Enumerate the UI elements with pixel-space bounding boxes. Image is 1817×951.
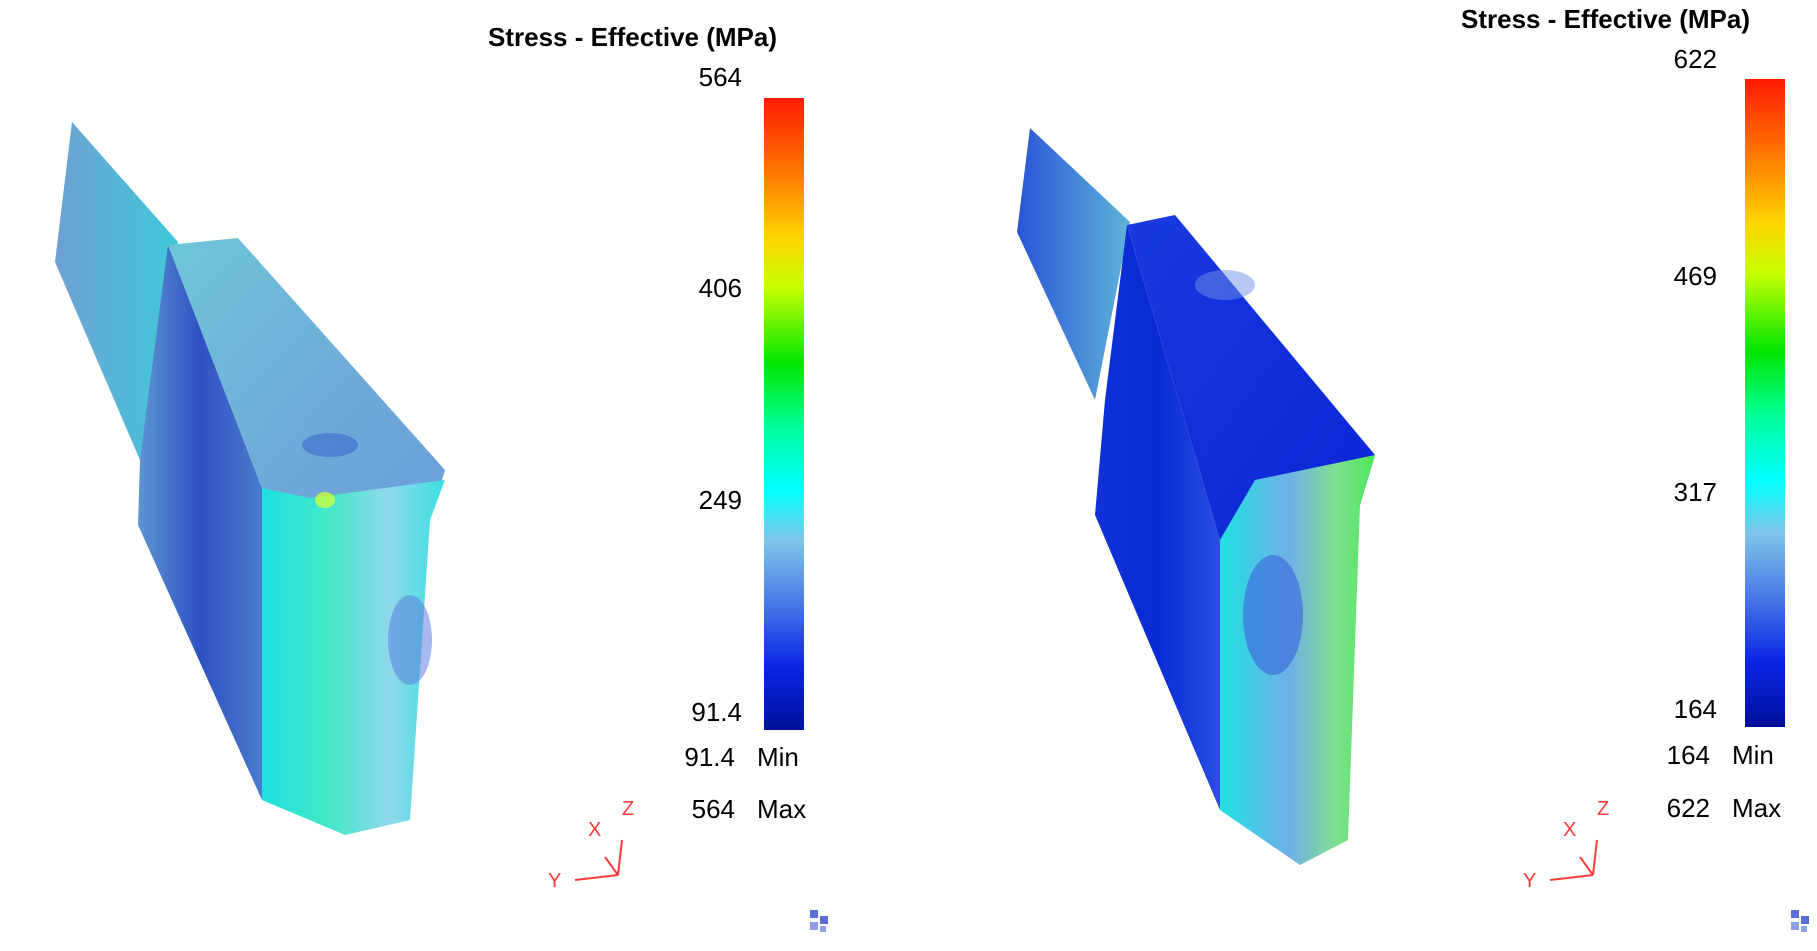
max-value: 564 — [691, 794, 735, 824]
axis-x-label: X — [1563, 819, 1576, 841]
axis-x-label: X — [588, 819, 601, 841]
max-value: 622 — [1666, 793, 1710, 823]
model-top-face — [168, 238, 445, 540]
legend-title: Stress - Effective (MPa) — [1461, 4, 1750, 34]
color-scale-bar — [764, 98, 804, 730]
stress-plot-right: Stress - Effective (MPa) 622 469 317 164… — [975, 0, 1817, 951]
axis-triad: Y X Z — [548, 798, 634, 892]
legend-tick-min: 164 — [1673, 694, 1717, 724]
legend-tick: 249 — [698, 485, 742, 515]
stress-plot-left: Stress - Effective (MPa) 564 406 249 91.… — [0, 0, 908, 951]
legend-tick: 469 — [1673, 261, 1717, 291]
min-label: Min — [1732, 740, 1774, 770]
model-top-face — [1127, 215, 1375, 540]
axis-y-label: Y — [548, 870, 561, 892]
legend-tick: 406 — [698, 273, 742, 303]
software-logo-icon — [810, 910, 828, 932]
min-row: 91.4 Min — [655, 742, 799, 773]
axis-z-label: Z — [1597, 798, 1609, 820]
legend-tick-max: 564 — [698, 62, 742, 92]
legend-tick: 317 — [1673, 477, 1717, 507]
axis-z-label: Z — [622, 798, 634, 820]
min-value: 91.4 — [684, 742, 735, 772]
model-front-face — [262, 480, 445, 835]
max-label: Max — [1732, 793, 1782, 823]
min-row: 164 Min — [1630, 740, 1774, 771]
software-logo-icon — [1791, 910, 1809, 932]
model-side-face — [138, 245, 262, 800]
legend-tick-max: 622 — [1673, 44, 1717, 74]
model-fin — [55, 122, 178, 460]
max-row: 622 Max — [1630, 793, 1782, 824]
legend-tick-min: 91.4 — [691, 697, 742, 727]
color-scale-bar — [1745, 79, 1785, 727]
max-row: 564 Max — [655, 794, 807, 825]
model-side-face — [1095, 225, 1220, 810]
legend-title: Stress - Effective (MPa) — [488, 22, 777, 52]
fe-model-right — [1017, 128, 1375, 865]
axis-y-label: Y — [1523, 870, 1536, 892]
min-value: 164 — [1666, 740, 1710, 770]
model-fin — [1017, 128, 1130, 400]
max-label: Max — [757, 794, 807, 824]
fe-model-left — [55, 122, 445, 835]
model-front-face — [1220, 455, 1375, 865]
axis-triad: Y X Z — [1523, 798, 1609, 892]
min-label: Min — [757, 742, 799, 772]
